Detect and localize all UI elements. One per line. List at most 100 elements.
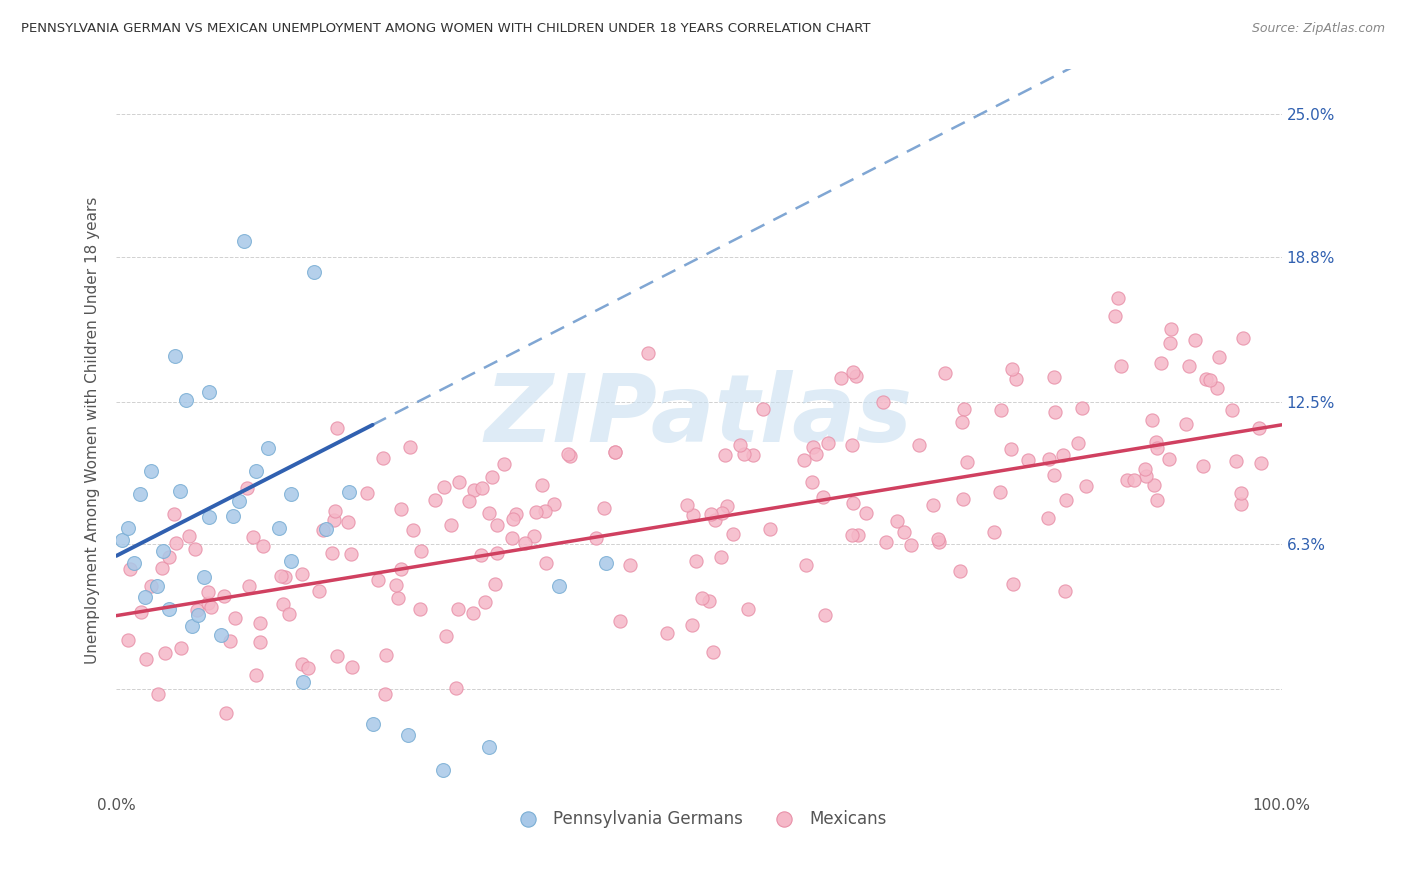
Point [184,542,207,557]
Point [928,535,950,549]
Point [291,566,314,581]
Point [709,549,731,564]
Point [271,597,294,611]
Point [152,544,174,558]
Point [367,573,389,587]
Point [278,607,301,621]
Point [505,508,527,522]
Point [186,603,208,617]
Point [269,521,291,535]
Point [337,484,360,499]
Point [1071,401,1094,415]
Point [560,449,582,463]
Point [170,641,193,656]
Point [592,500,614,515]
Point [474,595,496,609]
Point [117,521,139,535]
Point [842,365,865,379]
Point [1067,436,1090,450]
Point [595,556,617,570]
Point [432,763,454,777]
Point [1135,462,1157,476]
Point [325,504,347,518]
Point [385,578,408,592]
Point [682,508,704,523]
Point [875,534,897,549]
Point [1225,454,1247,468]
Point [1191,458,1213,473]
Point [157,601,180,615]
Point [922,498,945,512]
Point [273,570,295,584]
Point [1144,434,1167,449]
Point [751,401,773,416]
Legend: Pennsylvania Germans, Mexicans: Pennsylvania Germans, Mexicans [505,804,893,835]
Point [408,601,430,615]
Point [440,518,463,533]
Point [690,591,713,606]
Point [222,508,245,523]
Point [141,464,163,478]
Point [952,402,974,417]
Point [128,487,150,501]
Point [423,492,446,507]
Point [193,570,215,584]
Point [1146,442,1168,456]
Point [988,485,1011,500]
Point [449,475,471,489]
Point [655,626,678,640]
Point [1111,359,1133,373]
Point [800,475,823,490]
Point [387,591,409,605]
Point [637,345,659,359]
Point [950,415,973,429]
Point [855,506,877,520]
Point [150,560,173,574]
Point [434,629,457,643]
Point [238,579,260,593]
Point [1000,442,1022,456]
Point [513,536,536,550]
Point [557,447,579,461]
Point [1249,421,1271,435]
Point [605,445,627,459]
Point [1104,309,1126,323]
Point [804,447,827,461]
Point [1116,473,1139,487]
Point [886,515,908,529]
Point [801,440,824,454]
Point [952,491,974,506]
Point [1054,492,1077,507]
Point [700,507,723,521]
Point [174,392,197,407]
Point [135,652,157,666]
Point [337,515,360,529]
Point [163,507,186,521]
Point [675,499,697,513]
Point [111,533,134,547]
Point [524,505,547,519]
Point [1036,511,1059,525]
Point [215,706,238,720]
Point [609,614,631,628]
Point [373,450,395,465]
Point [927,532,949,546]
Point [342,660,364,674]
Point [1001,577,1024,591]
Point [1232,331,1254,345]
Point [312,523,335,537]
Point [1140,413,1163,427]
Point [842,496,865,510]
Point [242,530,264,544]
Point [548,579,571,593]
Point [1198,373,1220,387]
Point [1135,468,1157,483]
Point [1195,372,1218,386]
Point [1205,381,1227,395]
Point [716,499,738,513]
Point [1174,417,1197,431]
Point [245,667,267,681]
Point [681,618,703,632]
Point [280,487,302,501]
Point [1074,478,1097,492]
